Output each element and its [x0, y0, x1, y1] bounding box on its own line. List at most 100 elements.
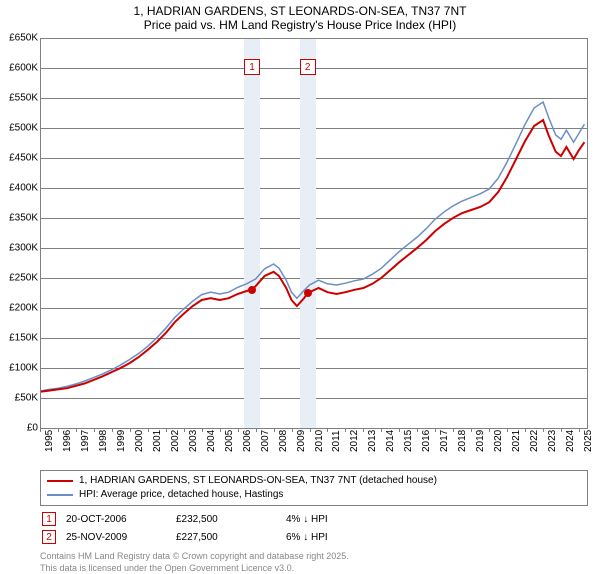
x-tick-label: 2009 [296, 430, 307, 452]
y-tick-label: £0 [0, 423, 38, 434]
x-tickmark [381, 428, 382, 432]
series-line-hpi [40, 102, 584, 391]
x-tick-label: 2005 [224, 430, 235, 452]
copyright-line1: Contains HM Land Registry data © Crown c… [40, 550, 588, 562]
x-tickmark [453, 428, 454, 432]
x-tickmark [543, 428, 544, 432]
x-tick-label: 1996 [62, 430, 73, 452]
event-row: 2 25-NOV-2009£227,5006% ↓ HPI [40, 528, 336, 546]
x-tick-label: 2024 [565, 430, 576, 452]
x-tickmark [507, 428, 508, 432]
y-tick-label: £450K [0, 153, 38, 164]
x-tick-label: 2017 [439, 430, 450, 452]
x-tick-label: 2016 [421, 430, 432, 452]
x-tickmark [94, 428, 95, 432]
x-tickmark [238, 428, 239, 432]
y-tick-label: £400K [0, 183, 38, 194]
events-table: 1 20-OCT-2006£232,5004% ↓ HPI 2 25-NOV-2009… [40, 510, 336, 546]
x-tick-label: 2001 [152, 430, 163, 452]
series-line-property [40, 120, 584, 392]
y-tick-label: £150K [0, 333, 38, 344]
event-delta: 4% ↓ HPI [284, 510, 336, 528]
x-tickmark [256, 428, 257, 432]
event-row: 1 20-OCT-2006£232,5004% ↓ HPI [40, 510, 336, 528]
y-tick-label: £200K [0, 303, 38, 314]
legend-swatch-property [47, 480, 73, 482]
y-tick-label: £100K [0, 363, 38, 374]
y-axis-line [40, 38, 41, 428]
y-tick-label: £550K [0, 93, 38, 104]
x-tick-label: 2018 [457, 430, 468, 452]
copyright: Contains HM Land Registry data © Crown c… [40, 550, 588, 574]
x-tick-label: 2019 [475, 430, 486, 452]
x-tick-label: 2023 [547, 430, 558, 452]
y-tick-label: £350K [0, 213, 38, 224]
legend-row-hpi: HPI: Average price, detached house, Hast… [47, 488, 581, 502]
x-tickmark [561, 428, 562, 432]
y-tick-label: £300K [0, 243, 38, 254]
x-tickmark [184, 428, 185, 432]
y-tick-label: £500K [0, 123, 38, 134]
x-tick-label: 2008 [278, 430, 289, 452]
x-tick-label: 2010 [314, 430, 325, 452]
chart-plot-area: 12 [40, 38, 588, 428]
x-tick-label: 2002 [170, 430, 181, 452]
x-tick-label: 2000 [134, 430, 145, 452]
x-tickmark [399, 428, 400, 432]
x-tick-label: 2003 [188, 430, 199, 452]
chart-svg [40, 39, 588, 429]
y-axis: £0£50K£100K£150K£200K£250K£300K£350K£400… [0, 38, 40, 428]
x-tick-label: 1998 [98, 430, 109, 452]
y-tick-label: £250K [0, 273, 38, 284]
x-tickmark [292, 428, 293, 432]
legend-label-hpi: HPI: Average price, detached house, Hast… [79, 488, 283, 502]
x-tickmark [166, 428, 167, 432]
copyright-line2: This data is licensed under the Open Gov… [40, 562, 588, 574]
x-tickmark [489, 428, 490, 432]
x-tickmark [130, 428, 131, 432]
x-tickmark [112, 428, 113, 432]
chart-title-line2: Price paid vs. HM Land Registry's House … [0, 18, 600, 32]
x-tickmark [435, 428, 436, 432]
x-tickmark [345, 428, 346, 432]
x-tick-label: 1999 [116, 430, 127, 452]
x-tick-label: 2021 [511, 430, 522, 452]
x-tickmark [327, 428, 328, 432]
x-tickmark [579, 428, 580, 432]
legend-box: 1, HADRIAN GARDENS, ST LEONARDS-ON-SEA, … [40, 470, 588, 506]
x-tickmark [148, 428, 149, 432]
x-tick-label: 2025 [583, 430, 594, 452]
x-tick-label: 2022 [529, 430, 540, 452]
x-tick-label: 2011 [331, 430, 342, 452]
event-dot [248, 286, 256, 294]
x-tickmark [202, 428, 203, 432]
event-marker: 1 [244, 59, 260, 75]
y-tick-label: £50K [0, 393, 38, 404]
x-tickmark [525, 428, 526, 432]
event-num-badge: 2 [42, 530, 56, 544]
x-tickmark [310, 428, 311, 432]
x-tickmark [58, 428, 59, 432]
x-tick-label: 2004 [206, 430, 217, 452]
event-num-badge: 1 [42, 512, 56, 526]
y-tick-label: £650K [0, 33, 38, 44]
x-tick-label: 2014 [385, 430, 396, 452]
x-tickmark [40, 428, 41, 432]
x-tick-label: 2015 [403, 430, 414, 452]
x-tick-label: 2006 [242, 430, 253, 452]
legend-swatch-hpi [47, 494, 73, 496]
x-tickmark [363, 428, 364, 432]
x-tickmark [220, 428, 221, 432]
x-tickmark [417, 428, 418, 432]
event-price: £227,500 [174, 528, 284, 546]
event-dot [304, 289, 312, 297]
event-price: £232,500 [174, 510, 284, 528]
event-date: 20-OCT-2006 [64, 510, 174, 528]
event-delta: 6% ↓ HPI [284, 528, 336, 546]
x-tick-label: 2020 [493, 430, 504, 452]
x-tick-label: 1995 [44, 430, 55, 452]
event-date: 25-NOV-2009 [64, 528, 174, 546]
x-tickmark [274, 428, 275, 432]
x-tick-label: 2013 [367, 430, 378, 452]
x-tick-label: 2012 [349, 430, 360, 452]
